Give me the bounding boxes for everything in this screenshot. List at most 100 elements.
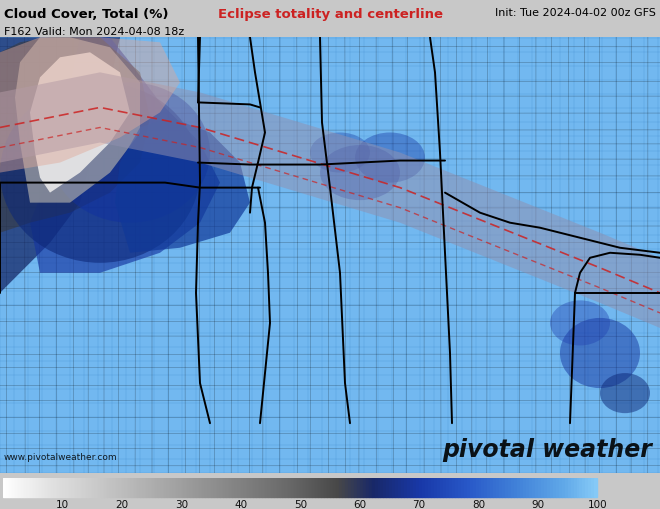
Bar <box>167 478 170 497</box>
Bar <box>131 478 134 497</box>
Bar <box>309 478 312 497</box>
Bar <box>490 478 494 497</box>
Bar <box>176 478 178 497</box>
Bar <box>57 478 59 497</box>
Bar <box>134 478 137 497</box>
Bar <box>558 478 562 497</box>
Bar <box>375 478 378 497</box>
Bar <box>214 478 217 497</box>
Bar <box>110 478 114 497</box>
Bar <box>544 478 547 497</box>
Bar <box>262 478 265 497</box>
Bar <box>209 478 211 497</box>
Bar <box>425 478 428 497</box>
Bar <box>399 478 401 497</box>
Ellipse shape <box>550 301 610 346</box>
Bar <box>484 478 488 497</box>
Bar <box>550 478 553 497</box>
Bar <box>502 478 506 497</box>
Text: 60: 60 <box>353 499 366 508</box>
Bar <box>411 478 413 497</box>
Bar <box>321 478 324 497</box>
Bar <box>48 478 51 497</box>
Bar <box>39 478 42 497</box>
Bar <box>271 478 274 497</box>
Bar <box>514 478 517 497</box>
Bar <box>508 478 512 497</box>
Bar <box>294 478 298 497</box>
Bar <box>546 478 550 497</box>
Bar <box>416 478 419 497</box>
Bar <box>173 478 176 497</box>
Bar <box>532 478 535 497</box>
Bar <box>238 478 241 497</box>
Bar <box>562 478 565 497</box>
Bar <box>389 478 393 497</box>
Bar <box>585 478 589 497</box>
Text: Eclipse totality and centerline: Eclipse totality and centerline <box>218 8 442 21</box>
Polygon shape <box>115 118 250 253</box>
Bar <box>86 478 90 497</box>
Bar <box>13 478 15 497</box>
Bar <box>494 478 496 497</box>
Bar <box>229 478 232 497</box>
Bar <box>512 478 514 497</box>
Bar <box>256 478 259 497</box>
Bar <box>178 478 182 497</box>
Bar <box>324 478 327 497</box>
Bar <box>265 478 268 497</box>
Bar <box>24 478 27 497</box>
Bar <box>378 478 381 497</box>
Bar <box>404 478 407 497</box>
Bar <box>422 478 425 497</box>
Bar <box>589 478 591 497</box>
Bar <box>372 478 375 497</box>
Bar <box>282 478 286 497</box>
Bar <box>526 478 529 497</box>
Bar <box>312 478 315 497</box>
Bar <box>152 478 154 497</box>
Bar <box>154 478 158 497</box>
Bar <box>27 478 30 497</box>
Bar <box>449 478 452 497</box>
Bar <box>268 478 271 497</box>
Bar <box>51 478 54 497</box>
Bar <box>60 478 63 497</box>
Bar <box>348 478 351 497</box>
Bar <box>92 478 96 497</box>
Bar <box>473 478 476 497</box>
Bar <box>487 478 490 497</box>
Bar <box>63 478 66 497</box>
Bar <box>463 478 467 497</box>
Bar <box>36 478 39 497</box>
Bar <box>591 478 595 497</box>
Bar <box>211 478 214 497</box>
Bar <box>339 478 342 497</box>
Bar <box>9 478 13 497</box>
Bar <box>116 478 119 497</box>
Polygon shape <box>30 53 130 193</box>
Bar <box>288 478 292 497</box>
Bar <box>538 478 541 497</box>
Bar <box>125 478 128 497</box>
Bar <box>506 478 508 497</box>
Bar <box>146 478 149 497</box>
Ellipse shape <box>355 133 425 183</box>
Bar <box>574 478 577 497</box>
Bar <box>461 478 464 497</box>
Bar <box>354 478 357 497</box>
Polygon shape <box>0 38 150 233</box>
Bar <box>351 478 354 497</box>
Bar <box>69 478 71 497</box>
Bar <box>164 478 167 497</box>
Bar <box>482 478 484 497</box>
Bar <box>356 478 360 497</box>
Bar <box>380 478 383 497</box>
Bar <box>158 478 161 497</box>
Bar <box>579 478 583 497</box>
Polygon shape <box>0 73 660 328</box>
Text: Init: Tue 2024-04-02 00z GFS: Init: Tue 2024-04-02 00z GFS <box>495 8 656 18</box>
Bar <box>413 478 416 497</box>
Bar <box>170 478 173 497</box>
Text: 80: 80 <box>472 499 485 508</box>
